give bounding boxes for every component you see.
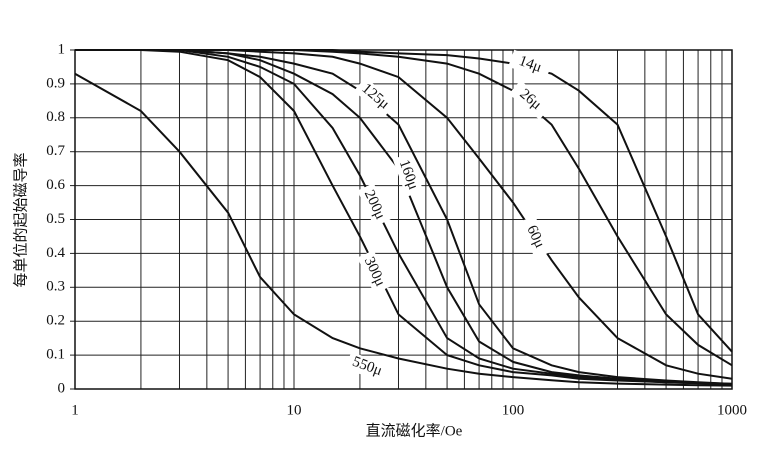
curve (75, 49, 733, 380)
y-tick-label: 0.8 (46, 109, 65, 125)
curve-label-bg (353, 77, 397, 117)
x-axis-label: 直流磁化率/Oe (366, 422, 463, 439)
curve (75, 49, 733, 353)
curve (75, 49, 733, 385)
curve-label-bg (357, 250, 391, 294)
curve-label-bg (392, 153, 424, 197)
x-tick-label: 1000 (717, 402, 747, 418)
curve (75, 49, 733, 385)
y-tick-label: 0.6 (46, 177, 65, 193)
curve (75, 49, 733, 386)
y-tick-label: 0.3 (46, 279, 65, 295)
y-tick-label: 0.7 (46, 143, 65, 159)
curve-label-bg (345, 351, 389, 383)
x-tick-label: 1 (71, 402, 79, 418)
curve (74, 72, 733, 387)
curve-label-bg (508, 49, 552, 81)
curve-label-bg (518, 215, 552, 259)
y-tick-label: 1 (58, 41, 66, 57)
plot-frame (74, 49, 733, 390)
x-tick-label: 100 (502, 402, 525, 418)
y-tick-label: 0 (58, 380, 66, 396)
y-tick-label: 0.2 (46, 313, 65, 329)
y-tick-label: 0.4 (46, 245, 65, 261)
x-tick-label: 10 (287, 402, 302, 418)
curve-label-bg (357, 183, 391, 227)
curve-label-bg (508, 80, 552, 120)
y-tick-label: 0.9 (46, 75, 65, 91)
curve (75, 49, 733, 385)
y-tick-label: 0.5 (46, 211, 65, 227)
curve-label: 14μ (517, 53, 544, 76)
y-tick-label: 0.1 (46, 347, 65, 363)
y-axis-label: 每单位的起始磁导率 (12, 152, 29, 287)
